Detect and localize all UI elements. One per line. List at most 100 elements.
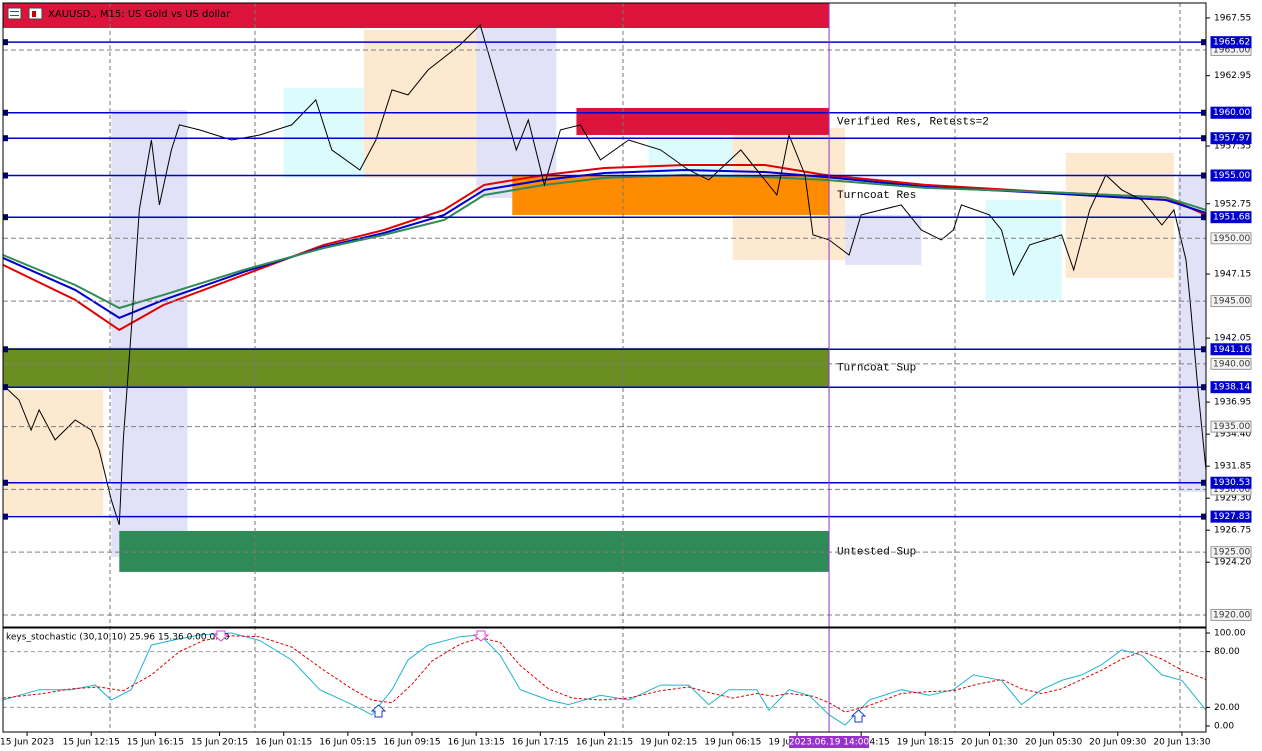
y-tick-label: 100.00 bbox=[1214, 629, 1246, 639]
x-tick-label: 15 Jun 20:15 bbox=[191, 738, 248, 748]
level-label-box bbox=[1210, 106, 1252, 119]
y-tick-label: 80.00 bbox=[1214, 647, 1240, 657]
sell-arrow bbox=[212, 630, 230, 642]
level-handle bbox=[3, 135, 8, 142]
zone bbox=[3, 347, 830, 387]
zone-label: Turncoat Sup bbox=[837, 362, 916, 374]
level-handle bbox=[3, 172, 8, 179]
level-handle bbox=[1201, 346, 1206, 353]
level-label: 1950.00 bbox=[1213, 234, 1250, 244]
y-tick-label: 1924.20 bbox=[1214, 558, 1251, 568]
level-label-box bbox=[1210, 169, 1252, 182]
level-label-box bbox=[1210, 476, 1252, 489]
level-label-box bbox=[1210, 357, 1252, 370]
level-handle bbox=[1201, 479, 1206, 486]
main-frame bbox=[2, 2, 1207, 628]
level-label-box bbox=[1210, 510, 1252, 523]
series-line bbox=[2, 24, 1207, 526]
level-label-box bbox=[1210, 546, 1252, 559]
x-tick-label: 16 Jun 05:15 bbox=[319, 738, 376, 748]
level-label-box bbox=[1210, 132, 1252, 145]
y-tick-label: 1926.75 bbox=[1214, 526, 1251, 536]
level-handle bbox=[3, 384, 8, 391]
level-label-box bbox=[1210, 211, 1252, 224]
level-label: 1955.00 bbox=[1213, 171, 1250, 181]
x-tick-label: 20 Jun 05:30 bbox=[1025, 738, 1082, 748]
y-tick-label: 1942.05 bbox=[1214, 334, 1251, 344]
series-line bbox=[2, 164, 1207, 332]
x-tick-label: 19 Jun 02:15 bbox=[640, 738, 697, 748]
menu-icon[interactable] bbox=[7, 7, 22, 20]
chart-icon-bar bbox=[32, 11, 36, 17]
session-box bbox=[3, 389, 104, 516]
level-handle bbox=[3, 513, 8, 520]
signal-arrows bbox=[212, 630, 867, 723]
session-box bbox=[1065, 152, 1174, 278]
chart-title: XAUUSD., M15: US Gold vs US dollar bbox=[48, 9, 231, 20]
level-label: 1941.16 bbox=[1213, 345, 1250, 355]
indicator-frame bbox=[2, 627, 1207, 733]
cursor-label: 2023.06.19 14:00 bbox=[789, 738, 870, 748]
level-label-box bbox=[1210, 420, 1252, 433]
zone-label: Turncoat Res bbox=[837, 190, 916, 202]
title-block: XAUUSD., M15: US Gold vs US dollar bbox=[7, 7, 231, 20]
series-line bbox=[2, 635, 1207, 713]
separators bbox=[109, 3, 1181, 732]
x-tick-label: 16 Jun 13:15 bbox=[448, 738, 505, 748]
level-handle bbox=[3, 214, 8, 221]
level-label: 1930.53 bbox=[1213, 478, 1250, 488]
series-line bbox=[2, 173, 1207, 310]
y-tick-label: 1929.30 bbox=[1214, 494, 1251, 504]
level-label: 1920.00 bbox=[1213, 610, 1250, 620]
y-tick-label: 1947.15 bbox=[1214, 270, 1251, 280]
level-label: 1951.68 bbox=[1213, 213, 1250, 223]
sell-arrow bbox=[472, 630, 490, 642]
y-tick-label: 1931.85 bbox=[1214, 462, 1251, 472]
y-tick-label: 1967.55 bbox=[1214, 13, 1251, 23]
x-tick-label: 15 Jun 2023 bbox=[0, 738, 54, 748]
level-handle bbox=[1201, 172, 1206, 179]
level-label: 1930.00 bbox=[1213, 485, 1250, 495]
level-label: 1925.00 bbox=[1213, 548, 1250, 558]
zone bbox=[512, 175, 830, 215]
session-box bbox=[476, 14, 557, 198]
y-tick-label: 0.00 bbox=[1214, 722, 1234, 732]
session-box bbox=[845, 214, 922, 265]
x-tick-label: 16 Jun 01:15 bbox=[255, 738, 312, 748]
level-label: 1935.00 bbox=[1213, 422, 1250, 432]
y-tick-label: 1957.35 bbox=[1214, 142, 1251, 152]
x-tick-label: 19 Jun 06:15 bbox=[704, 738, 761, 748]
y-tick-label: 1962.95 bbox=[1214, 71, 1251, 81]
session-box bbox=[111, 109, 188, 557]
level-label: 1965.62 bbox=[1213, 38, 1250, 48]
zone bbox=[3, 3, 830, 28]
level-handle bbox=[1201, 39, 1206, 46]
level-label-box bbox=[1210, 608, 1252, 621]
level-handle bbox=[3, 109, 8, 116]
x-tick-label: 16 Jun 21:15 bbox=[576, 738, 633, 748]
buy-arrow bbox=[850, 709, 867, 723]
buy-arrow bbox=[370, 704, 387, 718]
level-label-box bbox=[1210, 232, 1252, 245]
session-box bbox=[363, 29, 477, 178]
session-box bbox=[985, 199, 1062, 300]
x-tick-label: 20 Jun 01:30 bbox=[961, 738, 1018, 748]
level-label: 1957.97 bbox=[1213, 134, 1250, 144]
series-line bbox=[2, 632, 1207, 726]
level-label: 1927.83 bbox=[1213, 512, 1250, 522]
level-handle bbox=[3, 346, 8, 353]
level-handle bbox=[1201, 513, 1206, 520]
level-handle bbox=[3, 479, 8, 486]
x-tick-label: 19 Jun 18:15 bbox=[897, 738, 954, 748]
level-handle bbox=[1201, 384, 1206, 391]
session-box bbox=[1177, 175, 1206, 492]
x-tick-label: 16 Jun 09:15 bbox=[383, 738, 440, 748]
indicator-title: keys_stochastic (30,10,10) 25.96 15.36 0… bbox=[6, 633, 230, 643]
level-handle bbox=[1201, 109, 1206, 116]
y-tick-label: 20.00 bbox=[1214, 703, 1240, 713]
zone-label: Verified Res, Retests=2 bbox=[837, 116, 989, 128]
cursor-label-box bbox=[789, 736, 870, 748]
level-handle bbox=[1201, 214, 1206, 221]
x-tick-label: 15 Jun 12:15 bbox=[63, 738, 120, 748]
